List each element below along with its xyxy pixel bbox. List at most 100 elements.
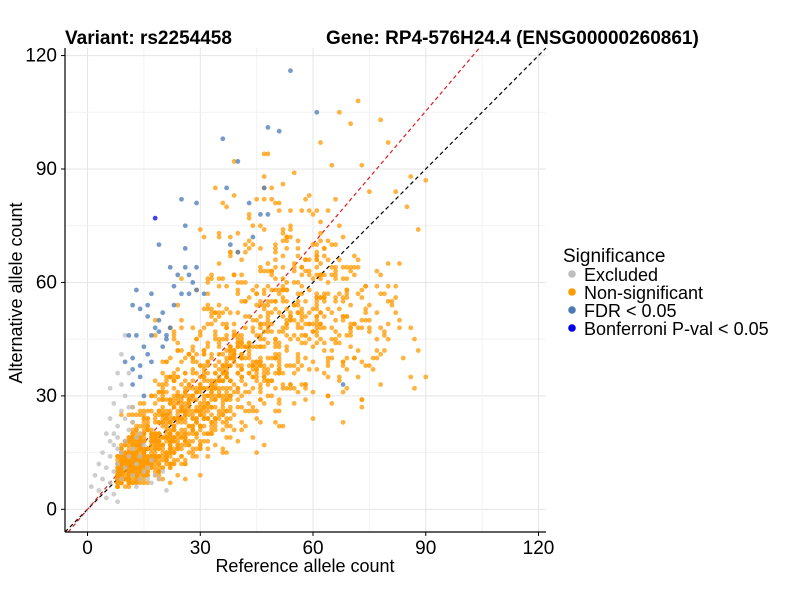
data-point — [182, 401, 188, 406]
data-point — [318, 261, 323, 266]
data-point — [160, 404, 166, 410]
data-point — [318, 140, 323, 145]
data-point — [258, 397, 263, 403]
data-point — [115, 435, 121, 440]
data-point — [366, 325, 372, 331]
data-point — [201, 370, 207, 376]
data-point — [325, 238, 331, 244]
data-point — [235, 249, 241, 255]
data-point — [321, 325, 327, 331]
data-point — [329, 272, 335, 278]
data-point — [348, 121, 353, 127]
data-point — [133, 469, 139, 474]
data-point — [212, 185, 218, 191]
x-tick-label: 120 — [523, 538, 555, 559]
data-point — [171, 332, 177, 338]
data-point — [186, 272, 192, 278]
data-point — [246, 215, 252, 221]
data-point — [415, 227, 421, 232]
data-point — [194, 397, 199, 403]
data-point — [359, 295, 365, 300]
data-point — [318, 219, 323, 225]
data-point — [149, 450, 154, 455]
data-point — [126, 446, 132, 452]
data-point — [363, 363, 369, 369]
data-point — [209, 412, 214, 418]
data-point — [397, 261, 402, 266]
data-point — [160, 382, 166, 387]
data-point — [333, 264, 338, 270]
data-point — [246, 408, 252, 414]
data-point — [201, 374, 207, 380]
data-point — [276, 363, 282, 369]
data-point — [280, 325, 286, 331]
data-point — [220, 393, 226, 399]
data-point — [235, 340, 241, 346]
data-point — [231, 321, 237, 327]
data-point — [291, 332, 297, 338]
data-point — [333, 329, 338, 334]
data-point — [212, 363, 218, 369]
data-point — [276, 423, 282, 429]
data-point — [235, 332, 241, 338]
data-point — [126, 404, 132, 410]
data-point — [194, 404, 199, 410]
data-point — [378, 291, 384, 297]
data-point — [288, 310, 293, 316]
data-point — [220, 427, 226, 433]
data-point — [190, 412, 196, 418]
data-point — [141, 453, 147, 459]
data-point — [265, 283, 271, 289]
data-point — [197, 404, 203, 410]
data-point — [209, 397, 214, 403]
data-point — [179, 382, 184, 387]
data-point — [273, 355, 278, 361]
data-point — [310, 344, 316, 350]
data-point — [179, 442, 184, 448]
data-point — [336, 223, 342, 229]
data-point — [227, 253, 233, 259]
data-point — [276, 351, 282, 357]
data-point — [167, 397, 173, 403]
data-point — [351, 253, 357, 259]
data-point — [303, 340, 308, 346]
data-point — [261, 442, 267, 448]
data-point — [385, 283, 391, 289]
data-point — [126, 332, 132, 338]
data-point — [231, 412, 237, 418]
data-point — [145, 457, 151, 463]
data-point — [235, 310, 241, 316]
data-point — [280, 298, 286, 304]
data-point — [130, 450, 136, 455]
data-point — [325, 291, 331, 297]
data-point — [325, 363, 331, 369]
data-point — [137, 431, 143, 437]
data-point — [280, 385, 286, 391]
data-point — [130, 476, 136, 482]
data-point — [216, 378, 222, 384]
data-point — [382, 348, 387, 353]
data-point — [171, 435, 177, 440]
data-point — [288, 234, 293, 240]
data-point — [224, 348, 229, 353]
data-point — [194, 385, 199, 391]
data-point — [152, 450, 158, 455]
data-point — [250, 317, 256, 323]
data-point — [254, 317, 260, 323]
data-point — [258, 385, 263, 391]
data-point — [145, 314, 151, 319]
data-point — [149, 408, 154, 414]
data-point — [164, 457, 169, 463]
data-point — [336, 332, 342, 338]
data-point — [314, 367, 320, 372]
data-point — [310, 329, 316, 334]
data-point — [235, 230, 241, 236]
data-point — [130, 465, 136, 471]
data-point — [389, 298, 395, 304]
data-point — [118, 351, 124, 357]
data-point — [152, 461, 158, 467]
data-point — [265, 355, 271, 361]
y-tick-label: 90 — [36, 159, 57, 180]
data-point — [122, 450, 128, 455]
